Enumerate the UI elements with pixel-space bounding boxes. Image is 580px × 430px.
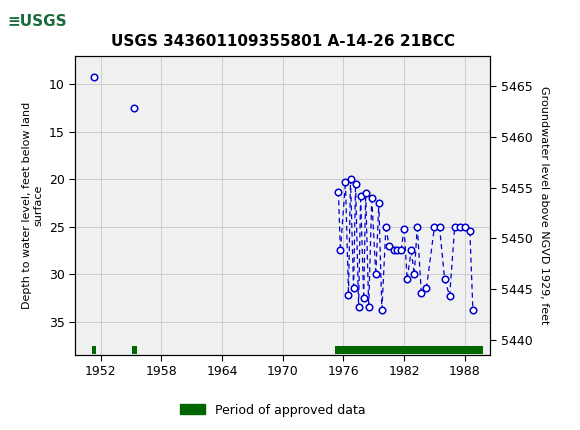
Point — [403, 275, 412, 282]
Point — [400, 225, 409, 232]
FancyBboxPatch shape — [5, 3, 83, 42]
Point — [440, 275, 450, 282]
Point — [435, 223, 444, 230]
Bar — [132, 346, 137, 354]
Point — [468, 307, 477, 313]
Point — [334, 188, 343, 195]
Point — [356, 193, 365, 200]
Text: ≡USGS: ≡USGS — [7, 14, 67, 29]
Point — [412, 223, 422, 230]
Point — [397, 247, 406, 254]
Point — [430, 223, 439, 230]
Point — [89, 74, 98, 80]
Point — [409, 270, 419, 277]
Point — [344, 292, 353, 298]
Point — [129, 104, 139, 111]
Title: USGS 343601109355801 A-14-26 21BCC: USGS 343601109355801 A-14-26 21BCC — [111, 34, 455, 49]
Point — [367, 195, 376, 202]
Point — [377, 307, 386, 313]
Point — [351, 181, 360, 187]
Point — [381, 223, 390, 230]
Y-axis label: Depth to water level, feet below land
surface: Depth to water level, feet below land su… — [22, 102, 44, 309]
Point — [336, 247, 345, 254]
Point — [445, 292, 454, 299]
Y-axis label: Groundwater level above NGVD 1929, feet: Groundwater level above NGVD 1929, feet — [539, 86, 549, 325]
Point — [455, 223, 465, 230]
Point — [465, 228, 474, 235]
Point — [416, 290, 426, 297]
Point — [422, 285, 431, 292]
Point — [374, 200, 383, 206]
Point — [349, 285, 358, 292]
Point — [364, 304, 374, 311]
Bar — [92, 346, 96, 354]
Point — [361, 190, 371, 197]
Point — [389, 247, 398, 254]
Legend: Period of approved data: Period of approved data — [175, 399, 371, 421]
Point — [460, 223, 469, 230]
Bar — [335, 346, 483, 354]
Point — [450, 223, 459, 230]
Point — [354, 304, 363, 311]
Point — [407, 247, 416, 254]
Point — [393, 247, 402, 254]
Point — [359, 295, 368, 301]
Point — [371, 270, 380, 277]
Point — [385, 242, 394, 249]
Point — [341, 178, 350, 185]
Point — [346, 176, 355, 183]
